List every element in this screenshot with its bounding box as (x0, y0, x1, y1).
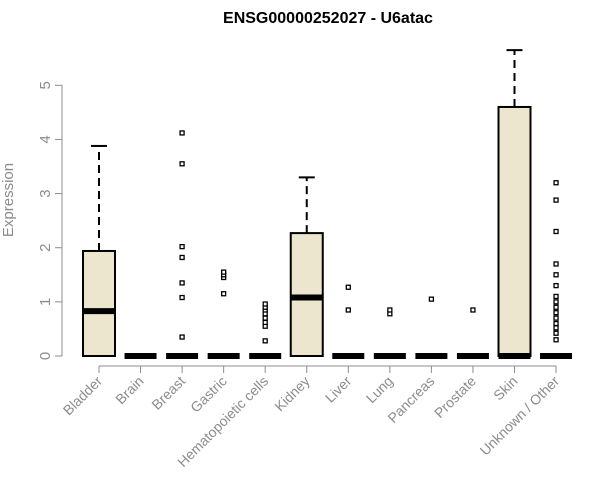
x-tick-label-prostate: Prostate (431, 373, 479, 421)
box-breast (166, 130, 199, 359)
outlier-point (553, 315, 559, 321)
outlier-point (553, 293, 559, 300)
outlier-point (220, 269, 227, 275)
x-tick-label-lung: Lung (363, 373, 396, 406)
outlier-point (262, 301, 268, 307)
outlier-point (262, 319, 268, 326)
outlier-point (553, 272, 559, 278)
outlier-point (553, 330, 559, 336)
box-pancreas (415, 296, 448, 359)
outlier-point (345, 307, 351, 313)
iqr-box (497, 105, 532, 357)
outlier-point (470, 307, 476, 313)
outlier-point (553, 228, 559, 235)
x-tick-label-skin: Skin (490, 373, 521, 404)
outlier-point (553, 299, 559, 305)
outlier-point (428, 296, 435, 302)
outlier-point (179, 254, 185, 261)
outlier-point (179, 280, 185, 286)
outlier-point (553, 310, 559, 316)
outlier-point (179, 161, 185, 167)
outlier-point (553, 180, 559, 186)
outlier-point (262, 338, 268, 344)
x-tick-label-breast: Breast (148, 373, 188, 413)
outlier-point (553, 261, 559, 267)
outlier-point (345, 284, 351, 290)
outlier-point (553, 282, 559, 289)
outlier-point (262, 315, 268, 321)
x-tick-label-bladder: Bladder (60, 373, 106, 419)
y-tick-label: 5 (37, 81, 54, 89)
outlier-point (553, 320, 559, 327)
outlier-point (220, 291, 227, 297)
y-tick-label: 4 (37, 135, 54, 143)
iqr-box (82, 249, 116, 357)
box-gastric (207, 269, 240, 359)
outlier-point (179, 130, 185, 136)
box-lung (373, 307, 406, 359)
box-liver (332, 284, 365, 359)
y-tick-label: 2 (37, 244, 54, 252)
outlier-point (553, 304, 559, 310)
outlier-point (553, 325, 559, 331)
boxes-layer (82, 49, 573, 359)
y-tick-label: 3 (37, 189, 54, 197)
outlier-point (179, 334, 185, 340)
box-skin (497, 49, 532, 359)
y-axis: 0 1 2 3 4 5 (37, 81, 63, 360)
y-tick-label: 0 (37, 352, 54, 360)
outlier-point (179, 243, 185, 250)
y-tick-label: 1 (37, 298, 54, 306)
outlier-point (387, 307, 393, 313)
x-tick-label-unknown-other: Unknown / Other (477, 373, 563, 459)
outlier-point (553, 197, 559, 203)
chart-title: ENSG00000252027 - U6atac (223, 10, 433, 27)
y-axis-label: Expression (0, 163, 17, 237)
x-tick-label-brain: Brain (112, 373, 146, 407)
x-tick-label-kidney: Kidney (271, 373, 313, 415)
box-hematopoietic-cells (249, 301, 282, 359)
outlier-point (179, 294, 185, 301)
x-tick-label-liver: Liver (322, 373, 355, 406)
box-bladder (82, 144, 116, 357)
box-prostate (456, 307, 489, 359)
box-kidney (289, 176, 324, 358)
outlier-point (553, 337, 559, 343)
box-unknown-other (540, 180, 573, 359)
